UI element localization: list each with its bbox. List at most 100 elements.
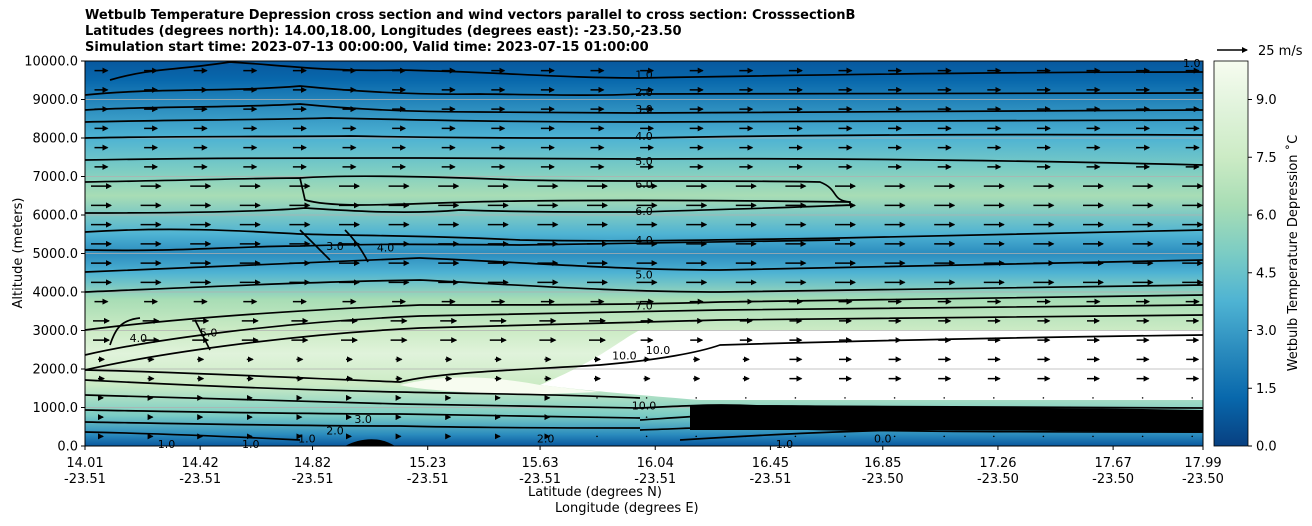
x-tick-label-lat: 17.67 bbox=[1095, 456, 1132, 471]
contour-label: 5.0 bbox=[635, 269, 653, 282]
wind-vector bbox=[1141, 435, 1144, 438]
contour-label: 1.0 bbox=[298, 432, 316, 445]
y-axis-label: Altitude (meters) bbox=[11, 198, 26, 309]
contour-label: 2.0 bbox=[326, 425, 344, 438]
colorbar-ticks: 0.0 1.5 3.0 4.5 6.0 7.5 9.0 bbox=[1248, 93, 1277, 455]
x-tick-label-lon: -23.51 bbox=[179, 472, 221, 487]
x-tick-label-lat: 17.26 bbox=[979, 456, 1016, 471]
wind-vector bbox=[1042, 397, 1045, 399]
wind-vector bbox=[745, 397, 747, 399]
x-tick-label-lon: -23.50 bbox=[977, 472, 1019, 487]
contour-label: 10.0 bbox=[612, 350, 637, 363]
colorbar-tick-label: 9.0 bbox=[1256, 93, 1277, 108]
contour-label: 4.0 bbox=[377, 242, 395, 255]
y-tick-label: 4000.0 bbox=[33, 286, 79, 301]
dry-region-edge bbox=[400, 377, 600, 395]
y-tick-label: 3000.0 bbox=[33, 324, 79, 339]
contour-labels: 1.0 2.0 3.0 4.0 5.0 6.0 6.0 4.0 5.0 7.0 10.0 10.0 3.… bbox=[130, 57, 1201, 451]
wind-vector bbox=[745, 435, 747, 438]
colorbar bbox=[1213, 60, 1249, 447]
title-line-2: Latitudes (degrees north): 14.00,18.00, … bbox=[85, 24, 682, 39]
x-tick-label-lon: -23.51 bbox=[64, 472, 106, 487]
y-tick-label: 5000.0 bbox=[33, 247, 79, 262]
wind-vector bbox=[1191, 435, 1193, 438]
wind-vector bbox=[695, 435, 697, 438]
contour-label: 10.0 bbox=[632, 400, 657, 413]
wind-vector bbox=[596, 435, 598, 438]
title-line-1: Wetbulb Temperature Depression cross sec… bbox=[85, 8, 856, 23]
wind-vector bbox=[1092, 397, 1094, 399]
y-tick-label: 2000.0 bbox=[33, 363, 79, 378]
chart-title: Wetbulb Temperature Depression cross sec… bbox=[85, 8, 855, 56]
y-axis: 0.0 1000.0 2000.0 3000.0 4000.0 5000.0 6000.0 7… bbox=[24, 55, 85, 455]
contour-label: 6.0 bbox=[635, 178, 653, 191]
wind-vector bbox=[1141, 416, 1144, 418]
wind-vector bbox=[645, 416, 648, 418]
x-tick-label-lon: -23.51 bbox=[634, 472, 676, 487]
wind-vector bbox=[893, 416, 896, 418]
contour-label: 4.0 bbox=[635, 234, 653, 247]
y-tick-label: 6000.0 bbox=[33, 209, 79, 224]
x-tick-label-lat: 16.85 bbox=[864, 456, 901, 471]
wind-vector bbox=[645, 397, 648, 399]
contour-label: 4.0 bbox=[635, 130, 653, 143]
y-tick-label: 10000.0 bbox=[24, 55, 78, 70]
x-tick-label-lat: 15.23 bbox=[409, 456, 446, 471]
x-tick-label-lat: 15.63 bbox=[521, 456, 558, 471]
contour-label: 2.0 bbox=[537, 432, 555, 445]
contour-label: 10.0 bbox=[646, 344, 671, 357]
wind-vector bbox=[1092, 435, 1094, 438]
wind-vector bbox=[893, 397, 896, 399]
y-tick-label: 1000.0 bbox=[33, 401, 79, 416]
wind-vector bbox=[844, 416, 846, 418]
dense-contour-blob bbox=[345, 439, 395, 446]
wind-vector bbox=[695, 416, 697, 418]
x-tick-label-lat: 16.45 bbox=[752, 456, 789, 471]
contour-label: 5.0 bbox=[200, 326, 218, 339]
wind-vector bbox=[943, 416, 945, 418]
y-tick-label: 7000.0 bbox=[33, 170, 79, 185]
gridlines bbox=[85, 99, 1203, 408]
wind-vector bbox=[1141, 397, 1144, 399]
wind-vector bbox=[1191, 416, 1193, 418]
x-axis-label: Latitude (degrees N) bbox=[528, 485, 662, 500]
title-line-3: Simulation start time: 2023-07-13 00:00:… bbox=[85, 40, 649, 55]
contour-label: 1.0 bbox=[242, 438, 260, 451]
colorbar-label: Wetbulb Temperature Depression ˚C bbox=[1285, 135, 1301, 372]
wind-vector bbox=[993, 435, 995, 438]
colorbar-tick-label: 6.0 bbox=[1256, 209, 1277, 224]
dry-region bbox=[540, 330, 1203, 400]
wind-vector bbox=[1191, 397, 1193, 399]
wind-vector bbox=[596, 397, 598, 399]
wind-vector bbox=[695, 397, 697, 399]
x-tick-label-lon: -23.51 bbox=[292, 472, 334, 487]
contour-label: 1.0 bbox=[158, 438, 176, 451]
x-tick-label-lon: -23.51 bbox=[749, 472, 791, 487]
wind-vector bbox=[943, 397, 945, 399]
contour-label: 6.0 bbox=[635, 205, 653, 218]
y-tick-label: 8000.0 bbox=[33, 132, 79, 147]
x-tick-label-lon: -23.50 bbox=[1092, 472, 1134, 487]
contour-label: 3.0 bbox=[326, 240, 344, 253]
x-tick-label-lat: 14.82 bbox=[294, 456, 331, 471]
x-tick-label-lat: 14.42 bbox=[182, 456, 219, 471]
x-axis: 14.01-23.5114.42-23.5114.82-23.5115.23-2… bbox=[64, 446, 1224, 487]
quiver-key-label: 25 m/s bbox=[1258, 44, 1303, 59]
x-tick-label-lon: -23.51 bbox=[519, 472, 561, 487]
wind-vector bbox=[794, 435, 797, 438]
wind-vector bbox=[1042, 416, 1045, 418]
wind-vector bbox=[1042, 435, 1045, 438]
contour-label: 1.0 bbox=[1183, 57, 1201, 70]
contour-label: 1.0 bbox=[635, 68, 653, 81]
wind-vectors bbox=[91, 67, 1204, 440]
colorbar-tick-label: 4.5 bbox=[1256, 266, 1277, 281]
contour-label: 7.0 bbox=[635, 299, 653, 312]
contour-label: 1.0 bbox=[776, 438, 794, 451]
colorbar-tick-label: 0.0 bbox=[1256, 440, 1277, 455]
y-tick-label: 9000.0 bbox=[33, 93, 79, 108]
y-tick-label: 0.0 bbox=[57, 440, 78, 455]
dense-contour-band bbox=[690, 405, 1203, 432]
contour-label: 4.0 bbox=[130, 332, 148, 345]
wind-vector bbox=[596, 416, 598, 418]
